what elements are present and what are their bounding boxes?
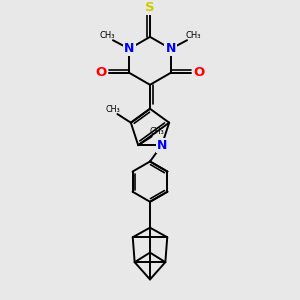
Text: S: S (145, 1, 155, 13)
Text: O: O (193, 66, 204, 79)
Text: CH₃: CH₃ (185, 31, 201, 40)
Text: N: N (157, 139, 167, 152)
Text: O: O (96, 66, 107, 79)
Text: N: N (166, 42, 176, 55)
Text: CH₃: CH₃ (149, 127, 164, 136)
Text: CH₃: CH₃ (105, 105, 120, 114)
Text: N: N (124, 42, 134, 55)
Text: CH₃: CH₃ (99, 31, 115, 40)
